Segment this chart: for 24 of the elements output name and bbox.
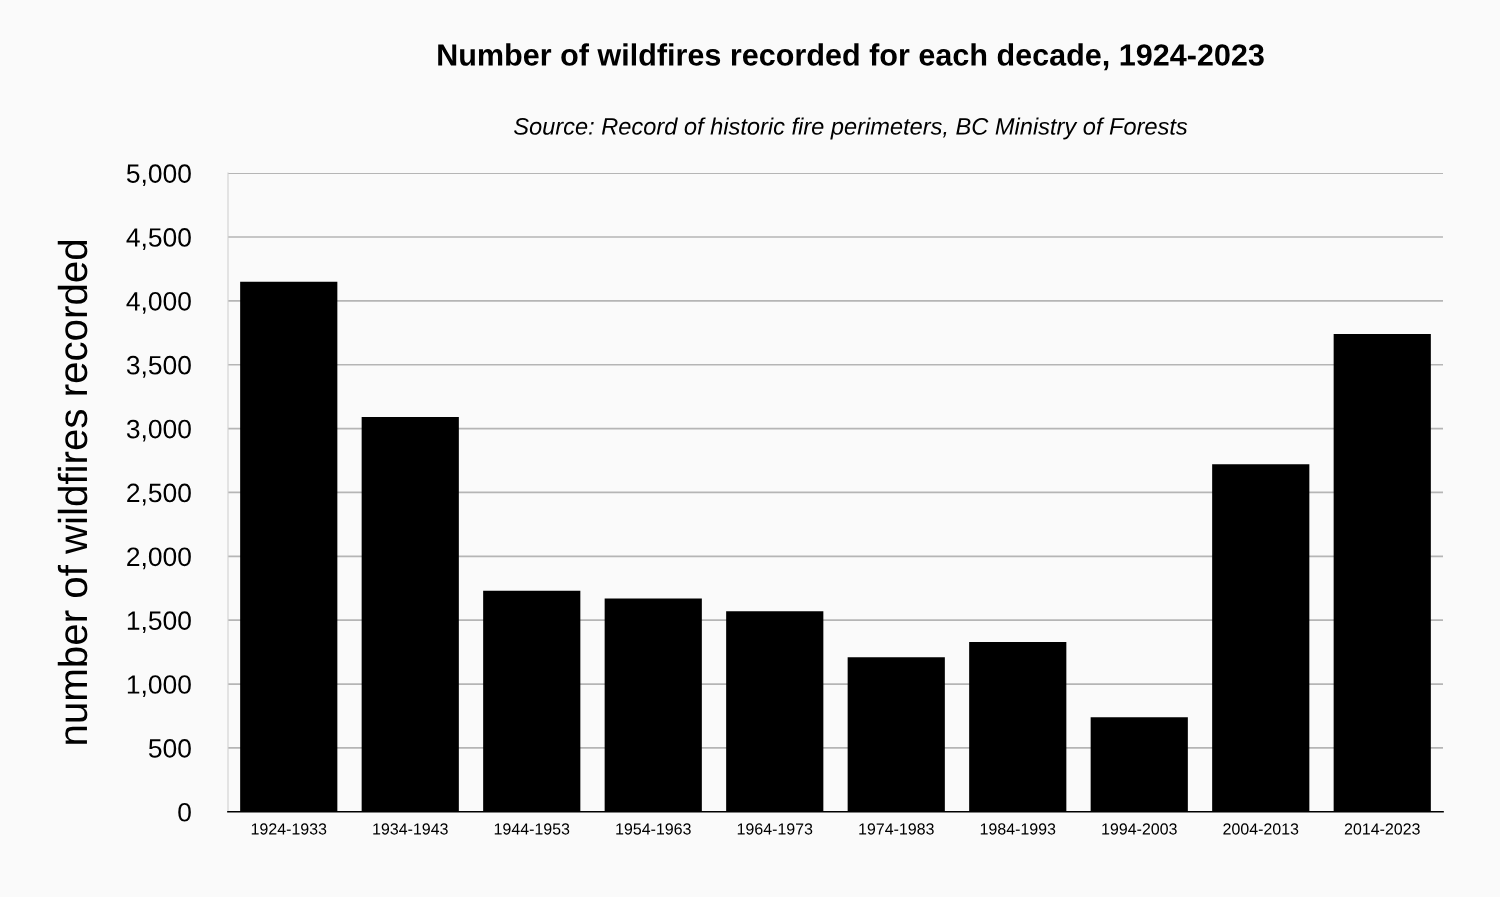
y-axis-title: number of wildfires recorded [57,240,88,744]
y-tick-label: 500 [148,739,191,758]
y-tick-label: 1,500 [127,611,191,634]
x-tick-label: 1944-1953 [494,823,570,835]
y-tick-label: 3,000 [126,419,191,442]
x-tick-label: 1994-2003 [1102,823,1177,835]
y-tick-label: 4,000 [126,291,191,314]
y-tick-label: 2,500 [127,483,191,506]
x-tick-label: 1974-1983 [859,823,934,835]
chart-title: Number of wildfires recorded for each decade, 1924-2023 [438,43,1264,71]
chart-subtitle: Source: Record of historic fire perimeters, BC Ministry of Forests [513,117,1188,140]
y-tick-label: 4,500 [126,228,191,250]
y-tick-label: 0 [178,802,191,822]
x-tick-label: 1964-1973 [737,823,813,835]
x-tick-label: 1934-1943 [373,823,448,835]
y-tick-label: 5,000 [126,164,191,187]
y-tick-label: 1,000 [127,675,191,697]
x-tick-label: 1924-1933 [251,823,327,835]
x-tick-label: 1954-1963 [616,823,691,835]
x-tick-label: 2004-2013 [1223,823,1299,835]
x-tick-label: 1984-1993 [980,823,1056,835]
y-tick-label: 3,500 [126,355,191,378]
y-tick-label: 2,000 [127,547,191,570]
x-tick-label: 2014-2023 [1344,823,1420,835]
